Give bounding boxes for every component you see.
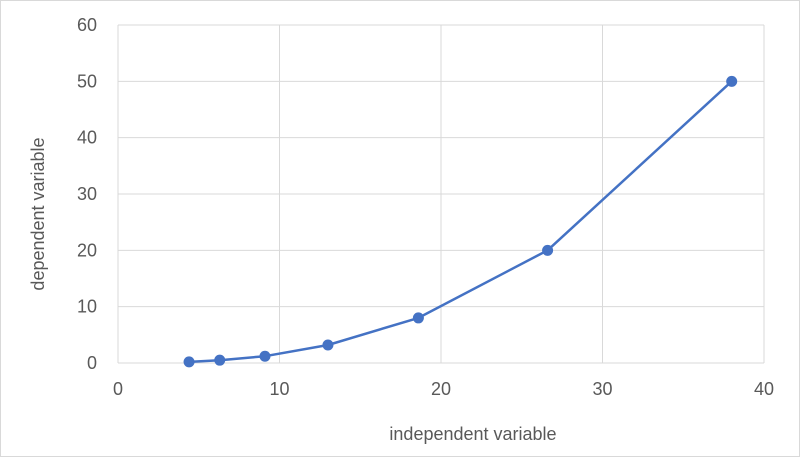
y-tick-label: 50	[77, 71, 97, 91]
data-point	[259, 350, 271, 362]
data-point	[322, 339, 334, 351]
series-layer	[183, 75, 738, 368]
gridlines	[117, 24, 765, 364]
y-tick-label: 0	[87, 353, 97, 373]
series-line	[189, 80, 733, 364]
data-point	[542, 244, 554, 256]
y-tick-label: 60	[77, 15, 97, 35]
x-tick-label: 30	[592, 379, 612, 399]
y-tick-label: 20	[77, 240, 97, 260]
data-point	[183, 356, 195, 368]
y-axis-title: dependent variable	[28, 137, 48, 290]
y-tick-label: 40	[77, 128, 97, 148]
x-tick-label: 20	[431, 379, 451, 399]
data-point	[412, 312, 424, 324]
y-axis-ticks: 0 10 20 30 40 50 60	[77, 15, 97, 373]
data-point	[726, 75, 738, 87]
x-axis-ticks: 0 10 20 30 40	[113, 379, 774, 399]
y-tick-label: 30	[77, 184, 97, 204]
x-axis-title: independent variable	[389, 424, 556, 444]
x-tick-label: 0	[113, 379, 123, 399]
data-point	[214, 354, 226, 366]
y-tick-label: 10	[77, 297, 97, 317]
x-tick-label: 40	[754, 379, 774, 399]
x-tick-label: 10	[269, 379, 289, 399]
